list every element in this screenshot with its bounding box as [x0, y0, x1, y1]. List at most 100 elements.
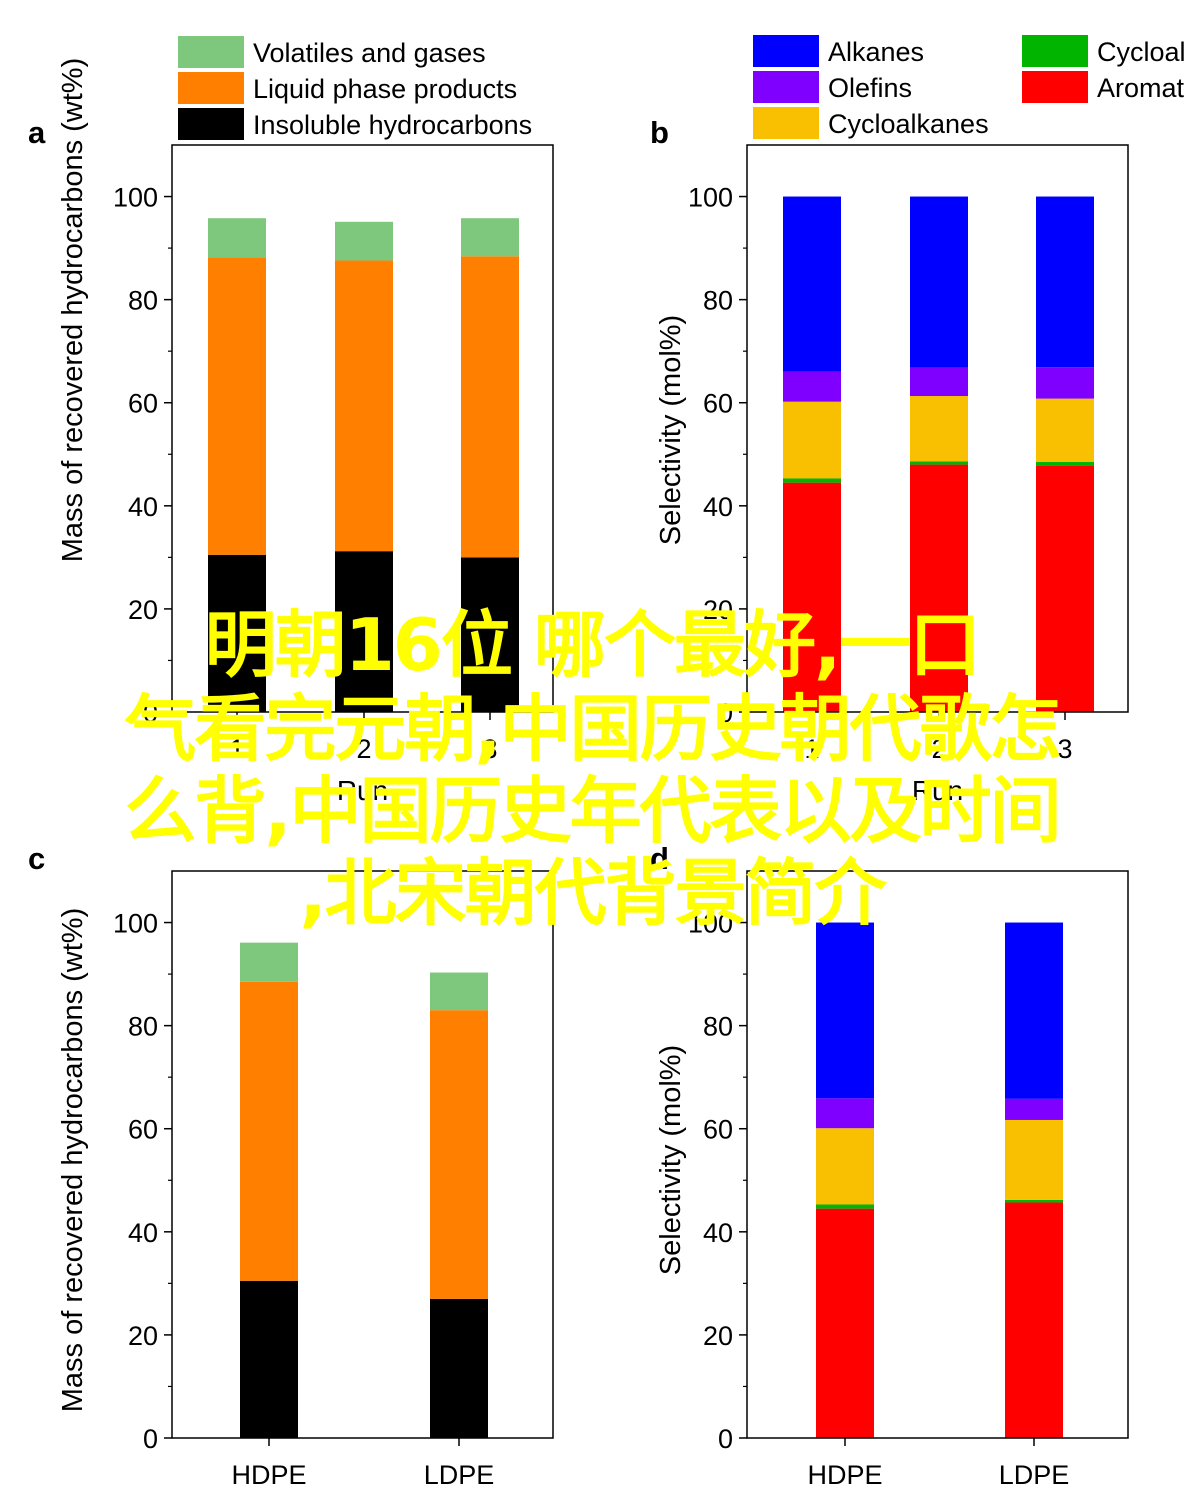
bar-a-1-insoluble-hydrocarbons [208, 554, 266, 712]
legend-label-b-cycloalkenes: Cycloalkenes [1097, 37, 1184, 67]
y-tick-label-d: 80 [703, 1012, 733, 1042]
x-tick-label-a: 2 [356, 734, 371, 764]
y-tick-label-c: 60 [128, 1115, 158, 1145]
bar-b-2-cycloalkenes [910, 461, 968, 465]
y-tick-label-b: 0 [718, 698, 733, 728]
bar-b-2-cycloalkanes [910, 396, 968, 462]
y-tick-label-d: 40 [703, 1218, 733, 1248]
y-tick-label-d: 0 [718, 1424, 733, 1454]
bar-d-hdpe-cycloalkenes [816, 1204, 874, 1209]
overlay-line-1: 明朝16位 哪个最好,一口 [204, 603, 982, 687]
y-tick-label-d: 20 [703, 1321, 733, 1351]
bar-a-1-volatiles-and-gases [208, 218, 266, 258]
y-tick-label-c: 40 [128, 1218, 158, 1248]
x-tick-label-b: 3 [1057, 734, 1072, 764]
plot-frame-a [171, 144, 554, 713]
y-tick-label-d: 100 [688, 909, 733, 939]
legend-label-a-insoluble: Insoluble hydrocarbons [253, 110, 532, 140]
legend-swatch-b-olefins [753, 71, 819, 103]
bar-b-3-alkanes [1036, 196, 1094, 368]
legend-swatch-b-aromatics [1022, 71, 1088, 103]
bar-d-hdpe-cycloalkanes [816, 1128, 874, 1205]
x-tick-label-c: LDPE [424, 1460, 495, 1490]
bar-a-3-insoluble-hydrocarbons [461, 557, 519, 712]
y-tick-label-b: 100 [688, 183, 733, 213]
bar-b-2-olefins [910, 367, 968, 397]
x-tick-label-b: 1 [804, 734, 819, 764]
panel-label-c: c [28, 841, 45, 876]
bar-c-ldpe-insoluble-hydrocarbons [430, 1298, 488, 1438]
y-tick-label-b: 60 [703, 389, 733, 419]
bar-b-1-cycloalkanes [783, 401, 841, 479]
bar-a-2-liquid-phase-products [335, 260, 393, 552]
bar-a-1-liquid-phase-products [208, 257, 266, 555]
y-tick-label-b: 20 [703, 595, 733, 625]
overlay-line-2: 气看完元朝,中国历史朝代歌怎 [124, 687, 1061, 771]
bar-b-2-alkanes [910, 196, 968, 368]
bar-c-hdpe-volatiles-and-gases [240, 942, 298, 982]
y-tick-label-a: 0 [143, 698, 158, 728]
x-axis-label-a: Run [337, 775, 388, 806]
legend-label-b-aromatics: Aromatics [1097, 73, 1184, 103]
y-tick-label-b: 40 [703, 492, 733, 522]
y-tick-label-a: 80 [128, 286, 158, 316]
bar-b-1-aromatics [783, 482, 841, 712]
bar-c-hdpe-liquid-phase-products [240, 981, 298, 1281]
overlay-line-3: 么背,中国历史年代表以及时间 [124, 769, 1061, 853]
bar-b-1-alkanes [783, 196, 841, 372]
legend-swatch-b-alkanes [753, 35, 819, 67]
bar-c-ldpe-liquid-phase-products [430, 1010, 488, 1299]
bar-b-1-cycloalkenes [783, 478, 841, 483]
y-axis-label-a: Mass of recovered hydrocarbons (wt%) [57, 58, 89, 562]
legend-label-b-cycloalkanes: Cycloalkanes [828, 109, 989, 139]
x-tick-label-b: 2 [931, 734, 946, 764]
x-tick-label-a: 1 [229, 734, 244, 764]
overlay-line-4: ,北宋朝代背景简介 [299, 851, 886, 935]
bar-a-2-insoluble-hydrocarbons [335, 551, 393, 712]
x-tick-label-d: HDPE [807, 1460, 882, 1490]
bar-d-ldpe-cycloalkenes [1005, 1199, 1063, 1203]
bar-d-ldpe-cycloalkanes [1005, 1119, 1063, 1200]
bar-b-3-cycloalkenes [1036, 462, 1094, 466]
bar-b-3-olefins [1036, 367, 1094, 399]
bar-b-3-aromatics [1036, 465, 1094, 712]
y-tick-label-c: 20 [128, 1321, 158, 1351]
y-axis-label-d: Selectivity (mol%) [655, 1045, 687, 1275]
bar-b-1-olefins [783, 371, 841, 402]
bar-c-hdpe-insoluble-hydrocarbons [240, 1280, 298, 1438]
panel-label-b: b [650, 115, 669, 150]
legend-swatch-b-cycloalkanes [753, 107, 819, 139]
bar-a-3-liquid-phase-products [461, 256, 519, 558]
x-tick-label-c: HDPE [231, 1460, 306, 1490]
x-tick-label-a: 3 [482, 734, 497, 764]
legend-swatch-a-insoluble [178, 108, 244, 140]
plot-frame-b [746, 144, 1129, 713]
bar-d-hdpe-aromatics [816, 1208, 874, 1438]
y-tick-label-d: 60 [703, 1115, 733, 1145]
legend-label-b-olefins: Olefins [828, 73, 912, 103]
bar-c-ldpe-volatiles-and-gases [430, 972, 488, 1011]
x-tick-label-d: LDPE [999, 1460, 1070, 1490]
y-tick-label-a: 100 [113, 183, 158, 213]
y-tick-label-c: 80 [128, 1012, 158, 1042]
bar-a-3-volatiles-and-gases [461, 218, 519, 257]
y-tick-label-a: 60 [128, 389, 158, 419]
y-tick-label-c: 100 [113, 909, 158, 939]
bar-d-ldpe-aromatics [1005, 1202, 1063, 1438]
bar-d-ldpe-alkanes [1005, 922, 1063, 1099]
bar-a-2-volatiles-and-gases [335, 221, 393, 261]
plot-frame-d [746, 870, 1129, 1439]
bar-b-3-cycloalkanes [1036, 398, 1094, 463]
legend-swatch-a-volatiles [178, 36, 244, 68]
bar-d-hdpe-olefins [816, 1098, 874, 1129]
y-tick-label-a: 40 [128, 492, 158, 522]
legend-label-a-volatiles: Volatiles and gases [253, 38, 486, 68]
bar-d-ldpe-olefins [1005, 1098, 1063, 1120]
y-tick-label-b: 80 [703, 286, 733, 316]
x-axis-label-b: Run [912, 775, 963, 806]
plot-frame-c [171, 870, 554, 1439]
y-tick-label-a: 20 [128, 595, 158, 625]
legend-label-a-liquid: Liquid phase products [253, 74, 517, 104]
legend-label-b-alkanes: Alkanes [828, 37, 924, 67]
